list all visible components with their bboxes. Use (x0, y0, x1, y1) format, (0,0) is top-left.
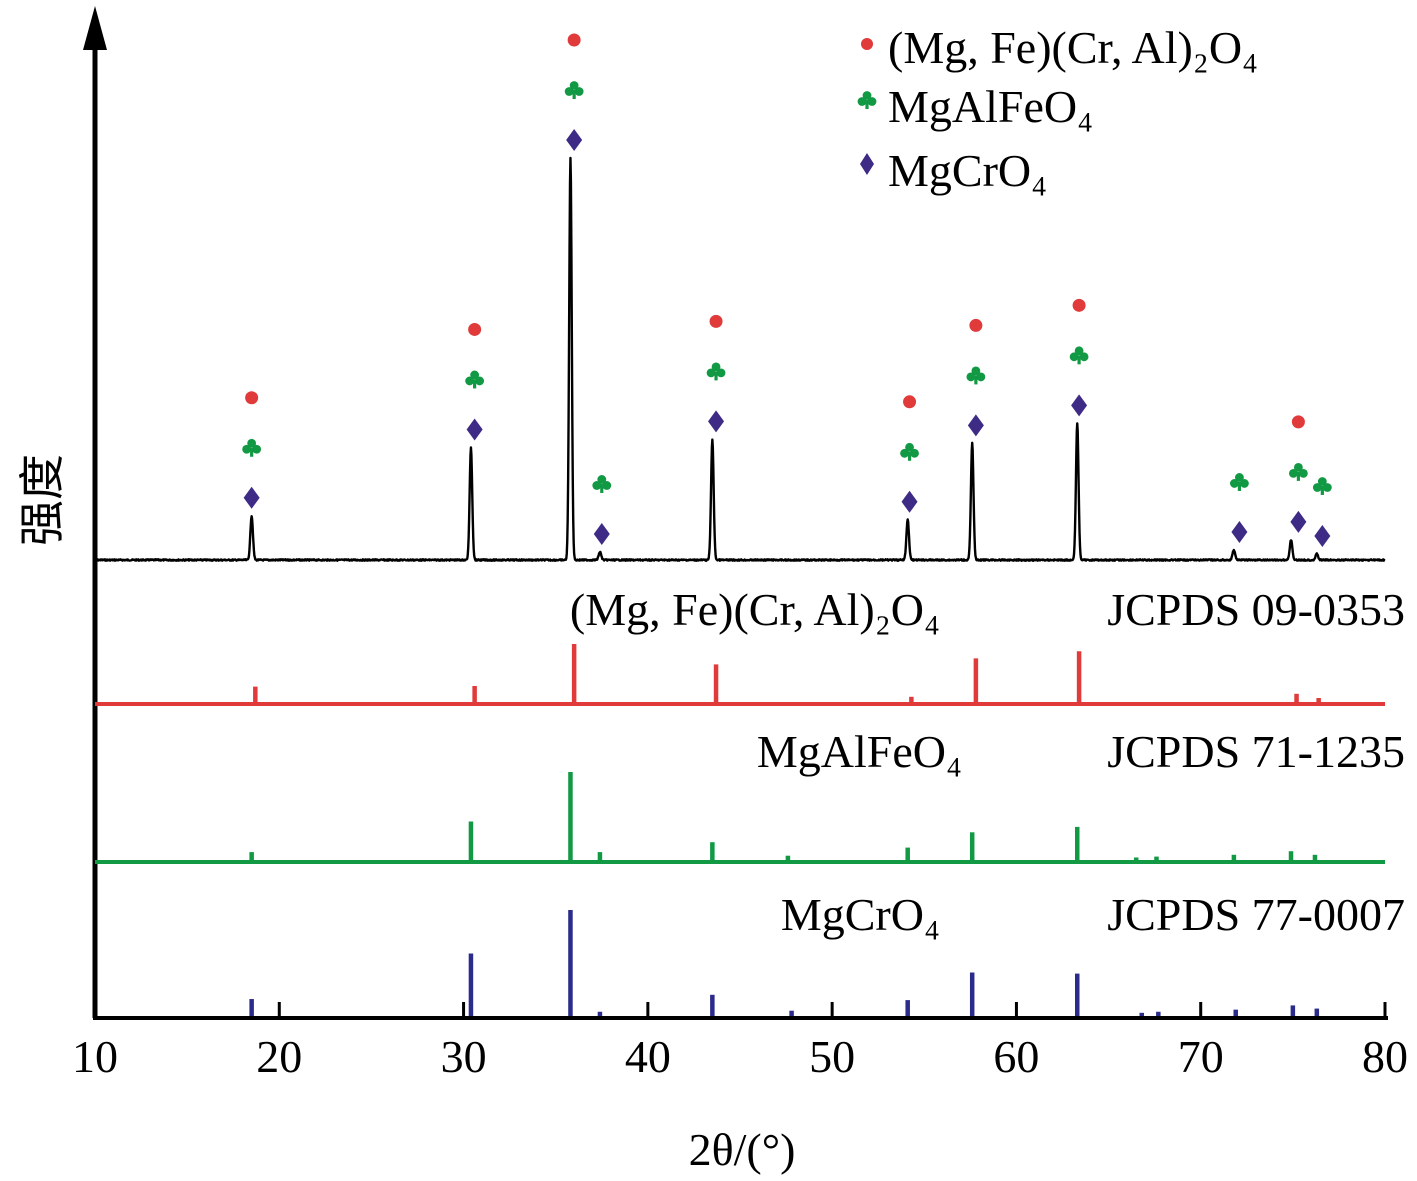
reference-pattern-3 (249, 910, 1320, 1016)
x-tick-label: 70 (1178, 1031, 1224, 1082)
axes (83, 6, 1388, 1020)
x-axis-label: 2θ/(°) (689, 1124, 796, 1175)
ref1-card-label: JCPDS 09-0353 (1107, 584, 1405, 635)
ref2-card-label: JCPDS 71-1235 (1107, 726, 1405, 777)
ref3-card-label: JCPDS 77-0007 (1107, 889, 1405, 940)
marker-club (706, 362, 726, 381)
sample-pattern-line (94, 156, 1386, 562)
marker-circle (969, 318, 983, 332)
marker-club (465, 370, 485, 389)
marker-diamond (593, 522, 610, 545)
marker-club (564, 81, 584, 99)
legend: (Mg, Fe)(Cr, Al)₂O₄ MgAlFeO₄ MgCrO₄ (857, 22, 1258, 196)
marker-circle (1072, 298, 1086, 312)
marker-club (1312, 477, 1332, 495)
phase-markers (242, 33, 1332, 547)
x-ticks: 10 20 30 40 50 60 70 80 (72, 1002, 1408, 1082)
marker-diamond (566, 129, 583, 151)
marker-club (1288, 463, 1308, 481)
reference-pattern-1 (95, 644, 1385, 706)
x-tick-label: 20 (256, 1031, 302, 1082)
ref2-phase-label: MgAlFeO₄ (757, 726, 962, 777)
legend-entry-3: MgCrO₄ (888, 145, 1047, 196)
legend-marker-diamond (860, 153, 874, 175)
marker-club (1230, 473, 1249, 491)
marker-club (592, 475, 612, 493)
x-tick-label: 50 (809, 1031, 855, 1082)
legend-marker-club (857, 91, 877, 109)
marker-diamond (708, 410, 725, 433)
legend-entry-2: MgAlFeO₄ (888, 81, 1093, 132)
plot-area (94, 33, 1386, 1016)
marker-club (900, 442, 919, 461)
x-tick-label: 80 (1362, 1031, 1408, 1082)
marker-club (966, 366, 986, 385)
marker-diamond (1071, 394, 1088, 417)
ref1-phase-label: (Mg, Fe)(Cr, Al)₂O₄ (570, 584, 940, 635)
marker-circle (1291, 415, 1305, 429)
x-tick-label: 10 (72, 1031, 118, 1082)
marker-circle (567, 33, 581, 47)
marker-club (242, 438, 262, 457)
marker-diamond (1290, 510, 1307, 533)
x-tick-label: 30 (441, 1031, 487, 1082)
y-axis-label: 强度 (15, 454, 69, 546)
ref3-phase-label: MgCrO₄ (781, 889, 940, 940)
marker-diamond (901, 490, 918, 513)
marker-diamond (1314, 524, 1331, 547)
legend-marker-circle (861, 38, 873, 50)
marker-diamond (967, 414, 984, 437)
marker-club (1069, 346, 1089, 365)
marker-circle (709, 314, 723, 328)
marker-circle (903, 395, 917, 409)
reference-pattern-2 (95, 772, 1385, 864)
legend-entry-1: (Mg, Fe)(Cr, Al)₂O₄ (888, 22, 1258, 73)
marker-diamond (466, 418, 483, 441)
y-axis-arrow (83, 6, 107, 50)
x-tick-label: 60 (993, 1031, 1039, 1082)
x-tick-label: 40 (625, 1031, 671, 1082)
marker-circle (245, 391, 259, 405)
marker-diamond (243, 486, 260, 509)
marker-diamond (1231, 520, 1248, 543)
reference-labels: (Mg, Fe)(Cr, Al)₂O₄ JCPDS 09-0353 MgAlFe… (570, 584, 1405, 940)
marker-circle (468, 322, 482, 336)
